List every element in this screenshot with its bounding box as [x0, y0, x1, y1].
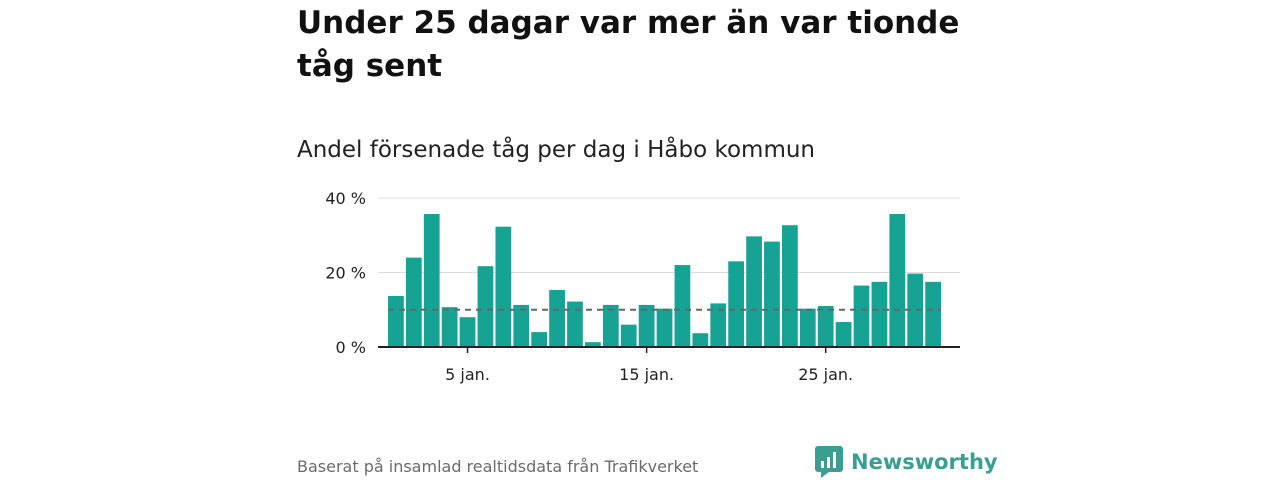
bar — [853, 285, 870, 347]
bar — [531, 332, 548, 347]
bar — [674, 265, 691, 347]
bar — [388, 295, 404, 347]
bar — [620, 324, 637, 347]
x-tick-label: 15 jan. — [619, 365, 674, 384]
y-tick-label: 0 % — [336, 338, 366, 357]
bar-chart: 0 % 20 % 40 % 5 jan. 15 jan. 25 jan. — [325, 189, 960, 384]
bar — [495, 226, 512, 347]
bar — [889, 214, 906, 347]
bar — [799, 308, 816, 347]
bar — [692, 333, 709, 347]
bar — [459, 317, 476, 347]
y-tick-label: 20 % — [325, 264, 366, 283]
bar — [638, 304, 655, 347]
bar — [710, 303, 727, 347]
bar — [817, 306, 834, 347]
bar — [405, 257, 422, 347]
bar — [746, 236, 762, 347]
chart-title: Under 25 dagar var mer än var tionde tåg… — [297, 5, 960, 84]
bar — [567, 301, 583, 347]
bar — [423, 214, 440, 347]
bar — [925, 281, 942, 347]
y-tick-label: 40 % — [325, 189, 366, 208]
brand-name: Newsworthy — [851, 450, 998, 474]
bar — [602, 304, 619, 347]
bar — [656, 308, 673, 347]
brand-logo[interactable]: Newsworthy — [815, 446, 998, 478]
bar — [835, 322, 852, 347]
bar — [728, 261, 745, 347]
bar — [781, 225, 798, 347]
newsworthy-logo-icon — [815, 446, 843, 478]
bar — [549, 290, 565, 347]
x-tick-label: 5 jan. — [445, 365, 490, 384]
chart-subtitle: Andel försenade tåg per dag i Håbo kommu… — [297, 137, 816, 163]
bar — [441, 307, 458, 347]
x-tick-label: 25 jan. — [798, 365, 853, 384]
bar — [907, 273, 924, 347]
bar — [871, 281, 888, 347]
bar — [477, 266, 494, 347]
bar — [764, 241, 780, 347]
bar — [585, 342, 601, 347]
bar — [513, 304, 530, 347]
source-note: Baserat på insamlad realtidsdata från Tr… — [297, 457, 699, 476]
